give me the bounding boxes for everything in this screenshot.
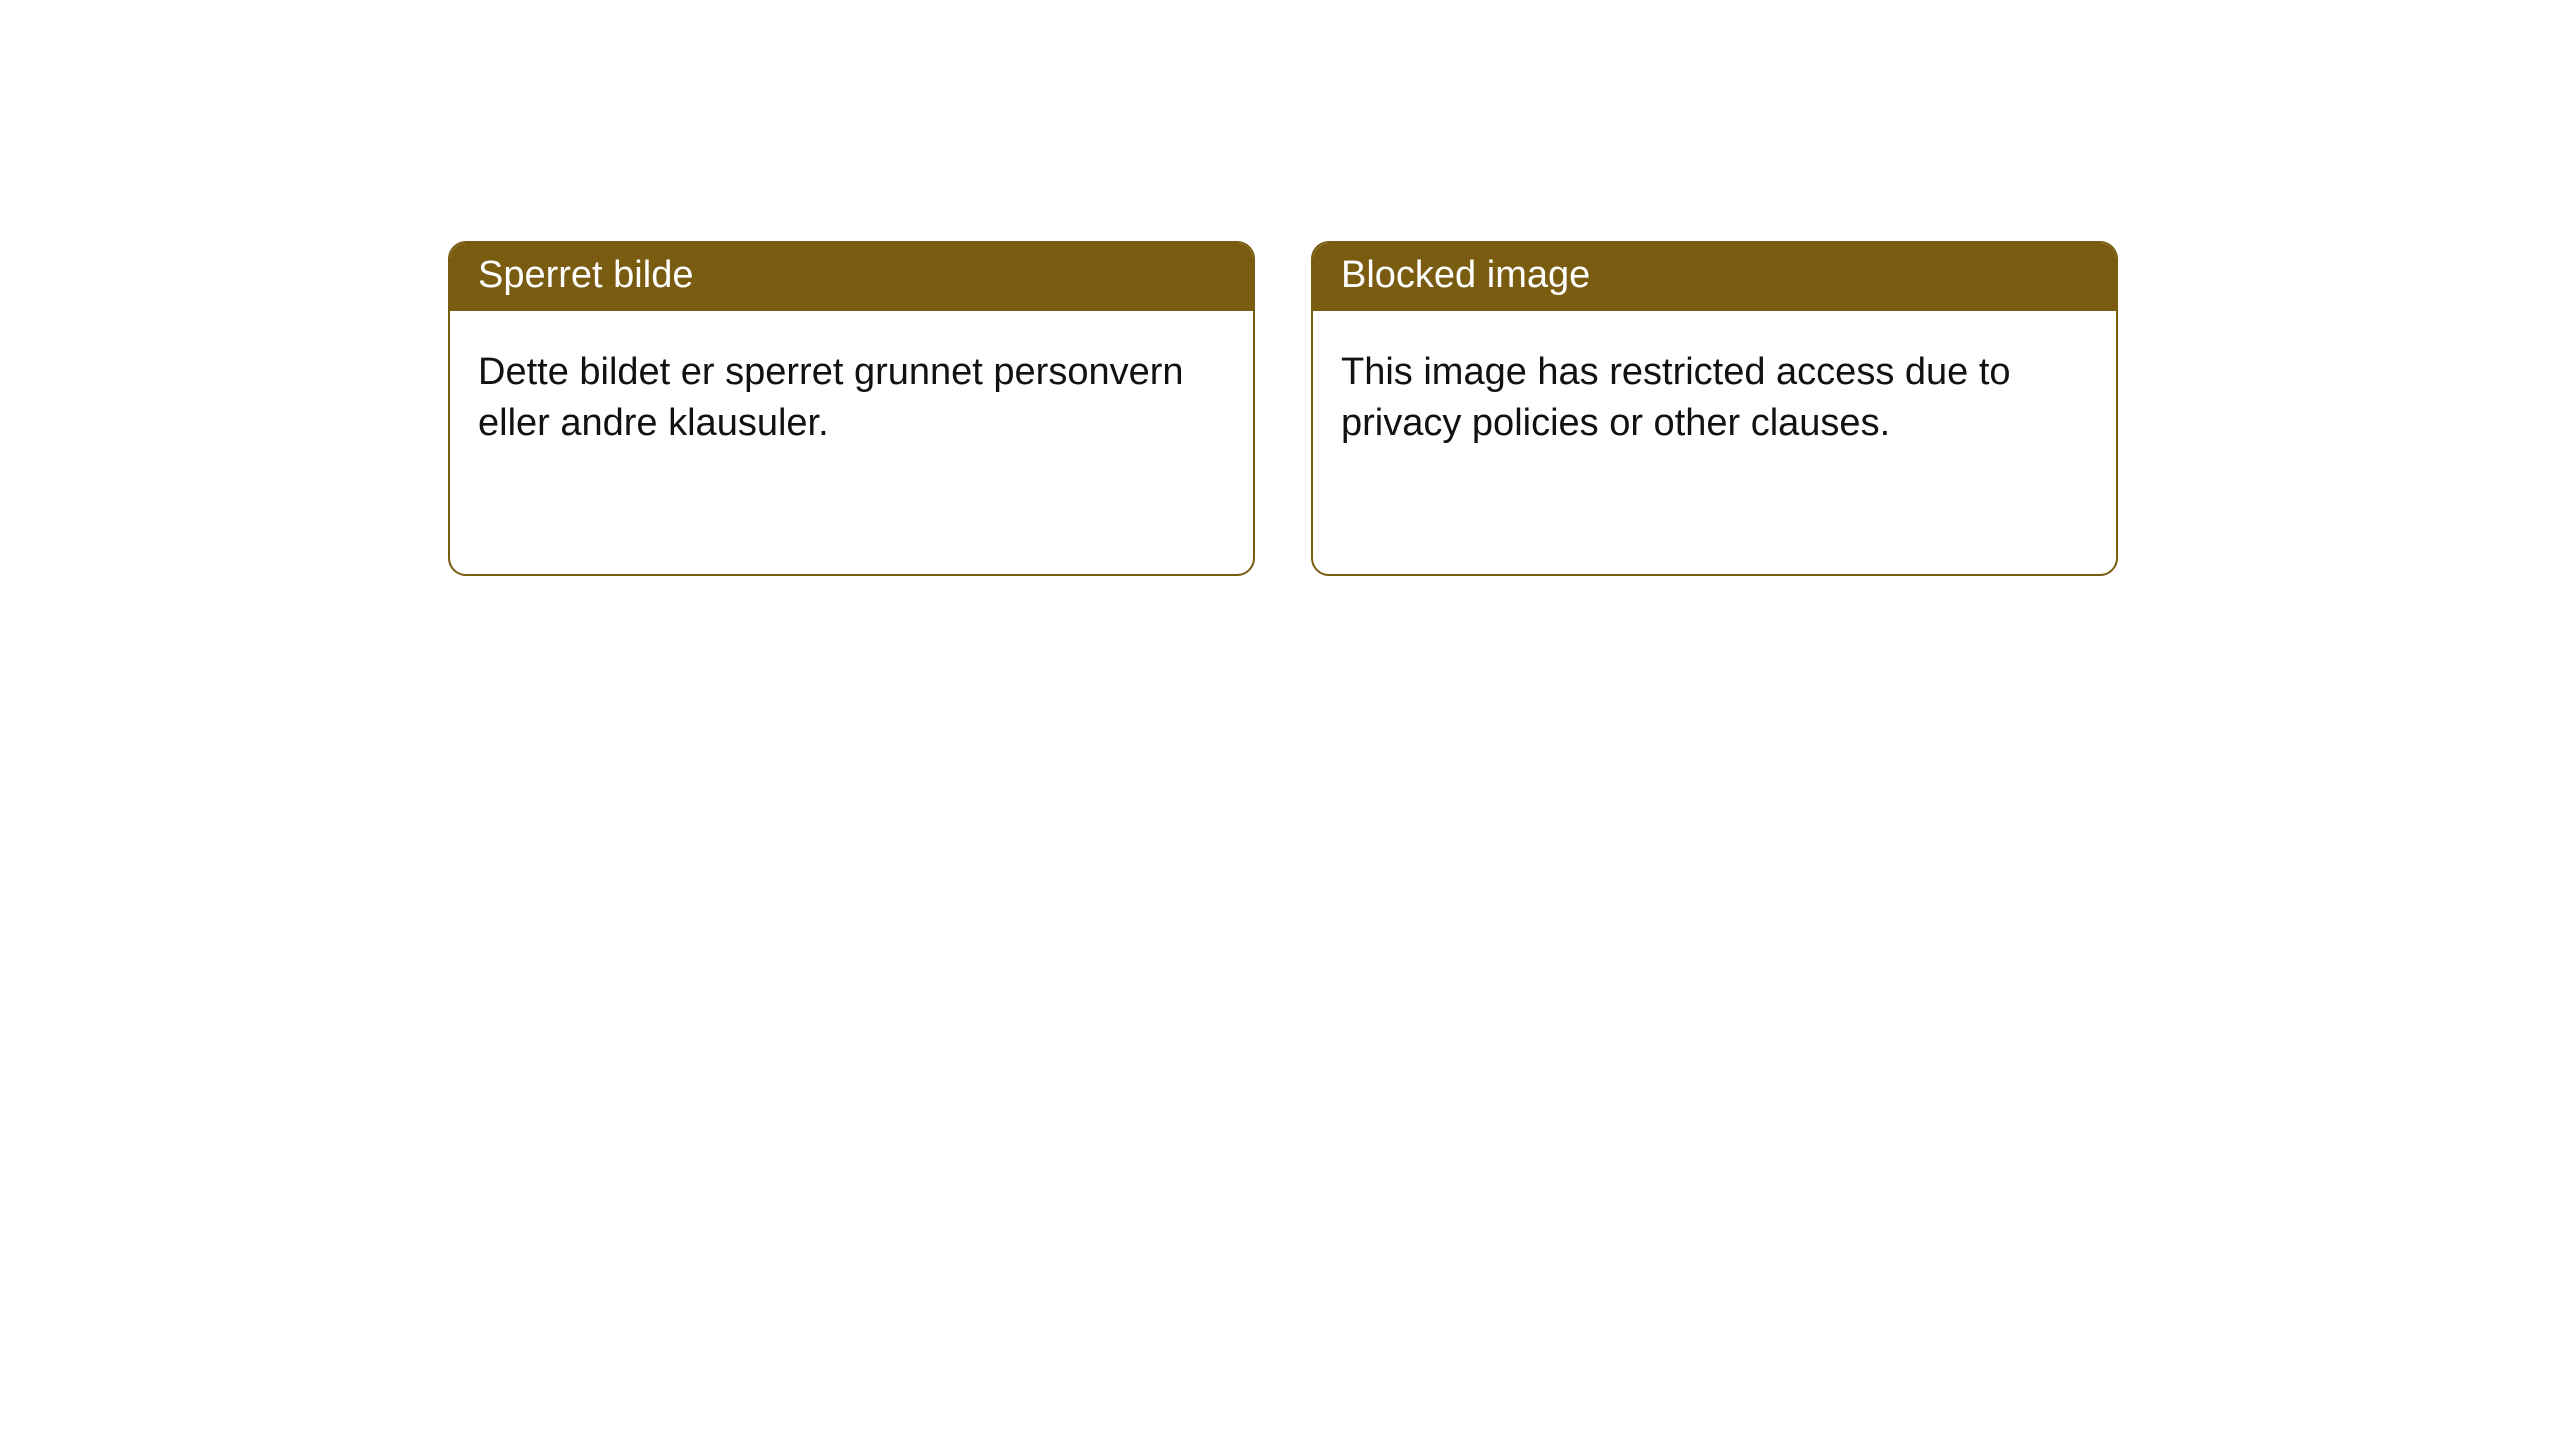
notice-title-english: Blocked image <box>1313 243 2116 311</box>
notice-body-english: This image has restricted access due to … <box>1313 311 2116 478</box>
notice-card-english: Blocked image This image has restricted … <box>1311 241 2118 576</box>
notice-container: Sperret bilde Dette bildet er sperret gr… <box>0 0 2560 576</box>
notice-card-norwegian: Sperret bilde Dette bildet er sperret gr… <box>448 241 1255 576</box>
notice-title-norwegian: Sperret bilde <box>450 243 1253 311</box>
notice-body-norwegian: Dette bildet er sperret grunnet personve… <box>450 311 1253 478</box>
